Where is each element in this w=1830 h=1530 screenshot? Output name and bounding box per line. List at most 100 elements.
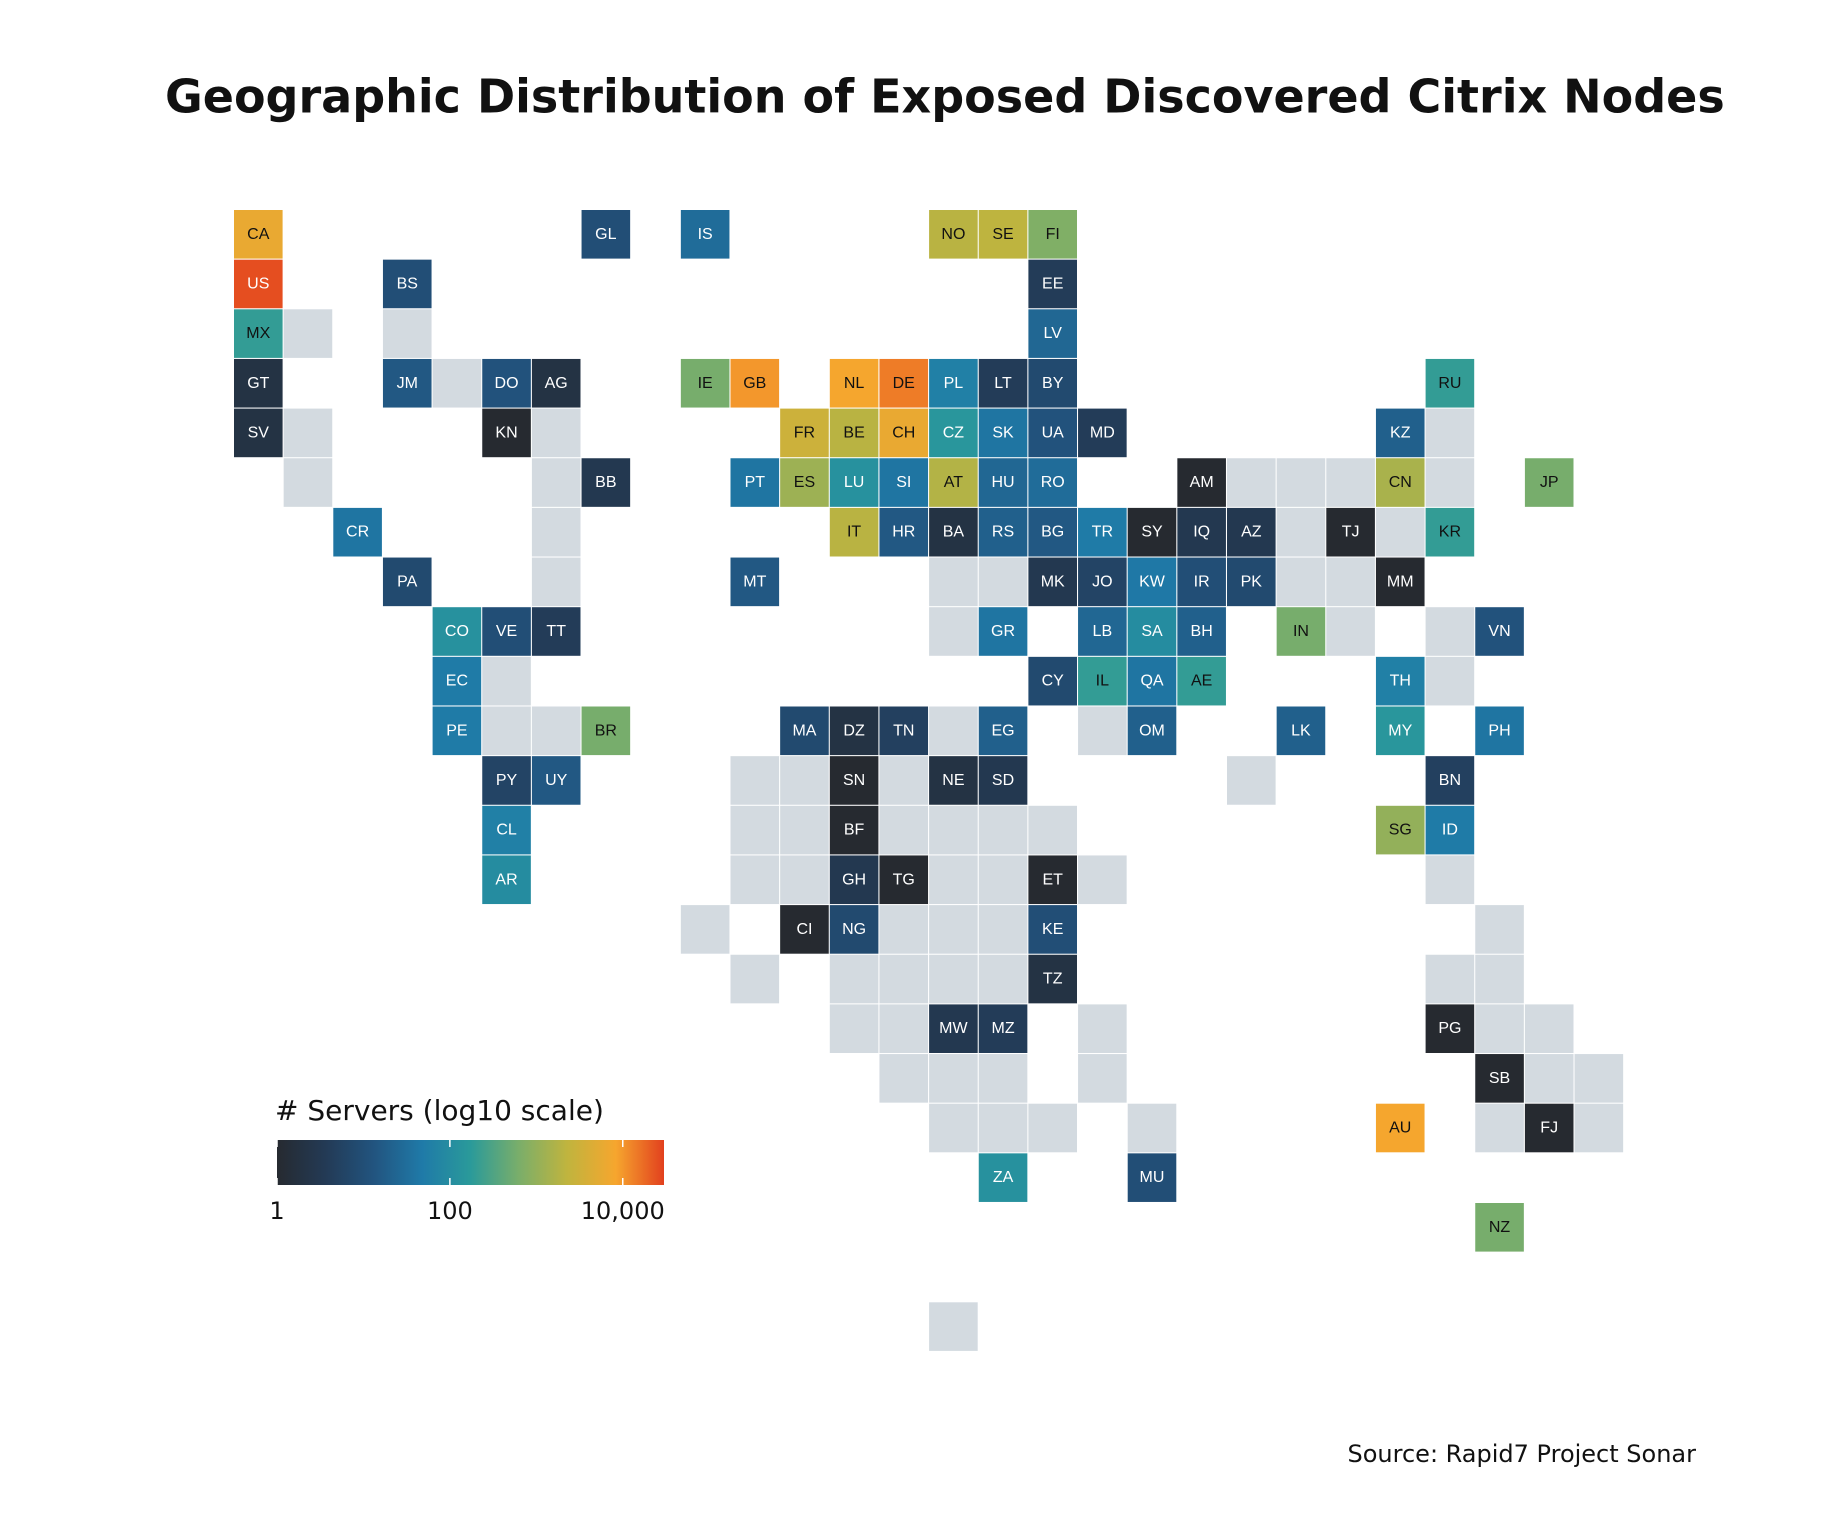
country-label: SK — [992, 424, 1014, 441]
country-label: MK — [1041, 573, 1065, 590]
country-label: MU — [1140, 1169, 1165, 1186]
country-tile — [1177, 458, 1226, 507]
country-label: MD — [1090, 424, 1115, 441]
empty-tile — [730, 855, 780, 905]
country-label: MZ — [991, 1020, 1014, 1037]
empty-tile — [531, 557, 581, 607]
country-tile — [482, 855, 531, 905]
country-tile — [1127, 607, 1177, 656]
country-label: SV — [248, 424, 270, 441]
country-tile — [1078, 656, 1127, 706]
country-label: AT — [944, 474, 963, 491]
country-label: EC — [446, 673, 468, 690]
country-label: SA — [1141, 623, 1163, 640]
country-tile — [730, 458, 780, 507]
country-label: PY — [496, 772, 518, 789]
empty-tile — [879, 1004, 929, 1053]
country-label: JP — [1540, 474, 1559, 491]
country-label: CO — [445, 623, 469, 640]
country-label: FR — [794, 424, 815, 441]
empty-tile — [978, 1103, 1028, 1153]
country-tile — [929, 756, 978, 805]
country-label: IS — [698, 226, 713, 243]
empty-tile — [1227, 458, 1276, 507]
country-tile — [829, 458, 879, 507]
country-label: AM — [1190, 474, 1214, 491]
country-label: SI — [896, 474, 911, 491]
country-label: OM — [1139, 722, 1165, 739]
empty-tile — [978, 855, 1028, 905]
country-tile — [581, 706, 631, 756]
country-tile — [929, 408, 978, 458]
country-tile — [829, 507, 879, 557]
country-label: CZ — [943, 424, 965, 441]
country-label: TJ — [1342, 524, 1360, 541]
country-tile — [730, 358, 780, 408]
country-label: LK — [1291, 722, 1311, 739]
country-label: AR — [495, 871, 517, 888]
country-label: AZ — [1241, 524, 1262, 541]
country-tile — [829, 756, 879, 805]
country-tile — [1028, 855, 1077, 905]
country-tile — [978, 756, 1028, 805]
country-label: IL — [1096, 673, 1109, 690]
country-label: MM — [1387, 573, 1414, 590]
country-tile — [234, 309, 283, 358]
empty-tile — [929, 905, 978, 954]
country-tile — [1326, 507, 1375, 557]
country-label: KZ — [1390, 424, 1411, 441]
empty-tile — [929, 954, 978, 1004]
country-label: CL — [496, 822, 517, 839]
empty-tile — [929, 1302, 978, 1351]
country-label: NZ — [1489, 1219, 1511, 1236]
country-label: KW — [1139, 573, 1166, 590]
country-label: BF — [844, 822, 865, 839]
country-tile — [929, 210, 978, 259]
country-label: BY — [1042, 375, 1064, 392]
country-label: PT — [745, 474, 766, 491]
country-label: CA — [247, 226, 270, 243]
country-label: NO — [941, 226, 965, 243]
country-tile — [929, 1004, 978, 1053]
country-label: IN — [1293, 623, 1309, 640]
empty-tile — [879, 1054, 929, 1103]
country-label: CR — [346, 524, 369, 541]
empty-tile — [879, 805, 929, 855]
country-tile — [482, 805, 531, 855]
country-tile — [531, 756, 581, 805]
empty-tile — [929, 557, 978, 607]
country-label: MY — [1388, 722, 1412, 739]
country-tile — [1028, 358, 1077, 408]
country-tile — [1375, 458, 1425, 507]
country-label: UY — [545, 772, 568, 789]
country-tile — [978, 210, 1028, 259]
country-tile — [1475, 1054, 1524, 1103]
country-tile — [879, 855, 929, 905]
country-tile — [1028, 557, 1077, 607]
empty-tile — [1375, 507, 1425, 557]
country-label: SB — [1489, 1070, 1510, 1087]
country-label: TZ — [1043, 971, 1063, 988]
country-tile — [780, 408, 829, 458]
country-tile — [1078, 557, 1127, 607]
country-tile — [829, 905, 879, 954]
country-tile — [879, 408, 929, 458]
country-tile — [1227, 557, 1276, 607]
empty-tile — [1078, 1054, 1127, 1103]
empty-tile — [1524, 1004, 1574, 1053]
country-tile — [879, 706, 929, 756]
empty-tile — [1326, 607, 1375, 656]
country-label: BR — [595, 722, 617, 739]
country-tile — [879, 358, 929, 408]
country-tile — [1028, 656, 1077, 706]
country-label: LV — [1044, 325, 1063, 342]
empty-tile — [780, 805, 829, 855]
empty-tile — [531, 706, 581, 756]
empty-tile — [1475, 1004, 1524, 1053]
country-label: EE — [1042, 275, 1063, 292]
country-tile — [780, 458, 829, 507]
country-tile — [1028, 309, 1077, 358]
country-label: SE — [992, 226, 1013, 243]
country-tile — [581, 458, 631, 507]
country-label: US — [247, 275, 269, 292]
